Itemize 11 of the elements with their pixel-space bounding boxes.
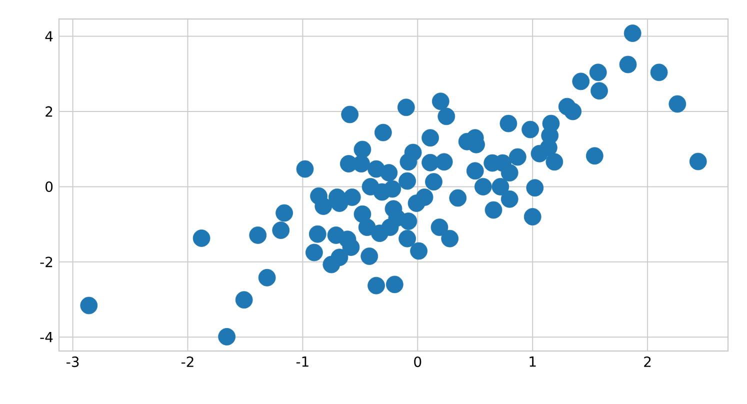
x-tick-label: -1 [296, 356, 308, 367]
y-tick-label: -2 [40, 256, 52, 268]
x-tick-label: 2 [644, 356, 651, 367]
y-tick-label: -4 [40, 332, 53, 342]
y-tick-label: 2 [46, 106, 52, 117]
x-tick-label: -3 [66, 356, 79, 368]
x-tick-label: -2 [181, 356, 194, 367]
y-tick-label: 0 [46, 181, 53, 192]
x-tick-label: 0 [414, 356, 422, 368]
y-tick-label: 4 [45, 31, 53, 42]
x-tick-label: 1 [530, 356, 536, 367]
